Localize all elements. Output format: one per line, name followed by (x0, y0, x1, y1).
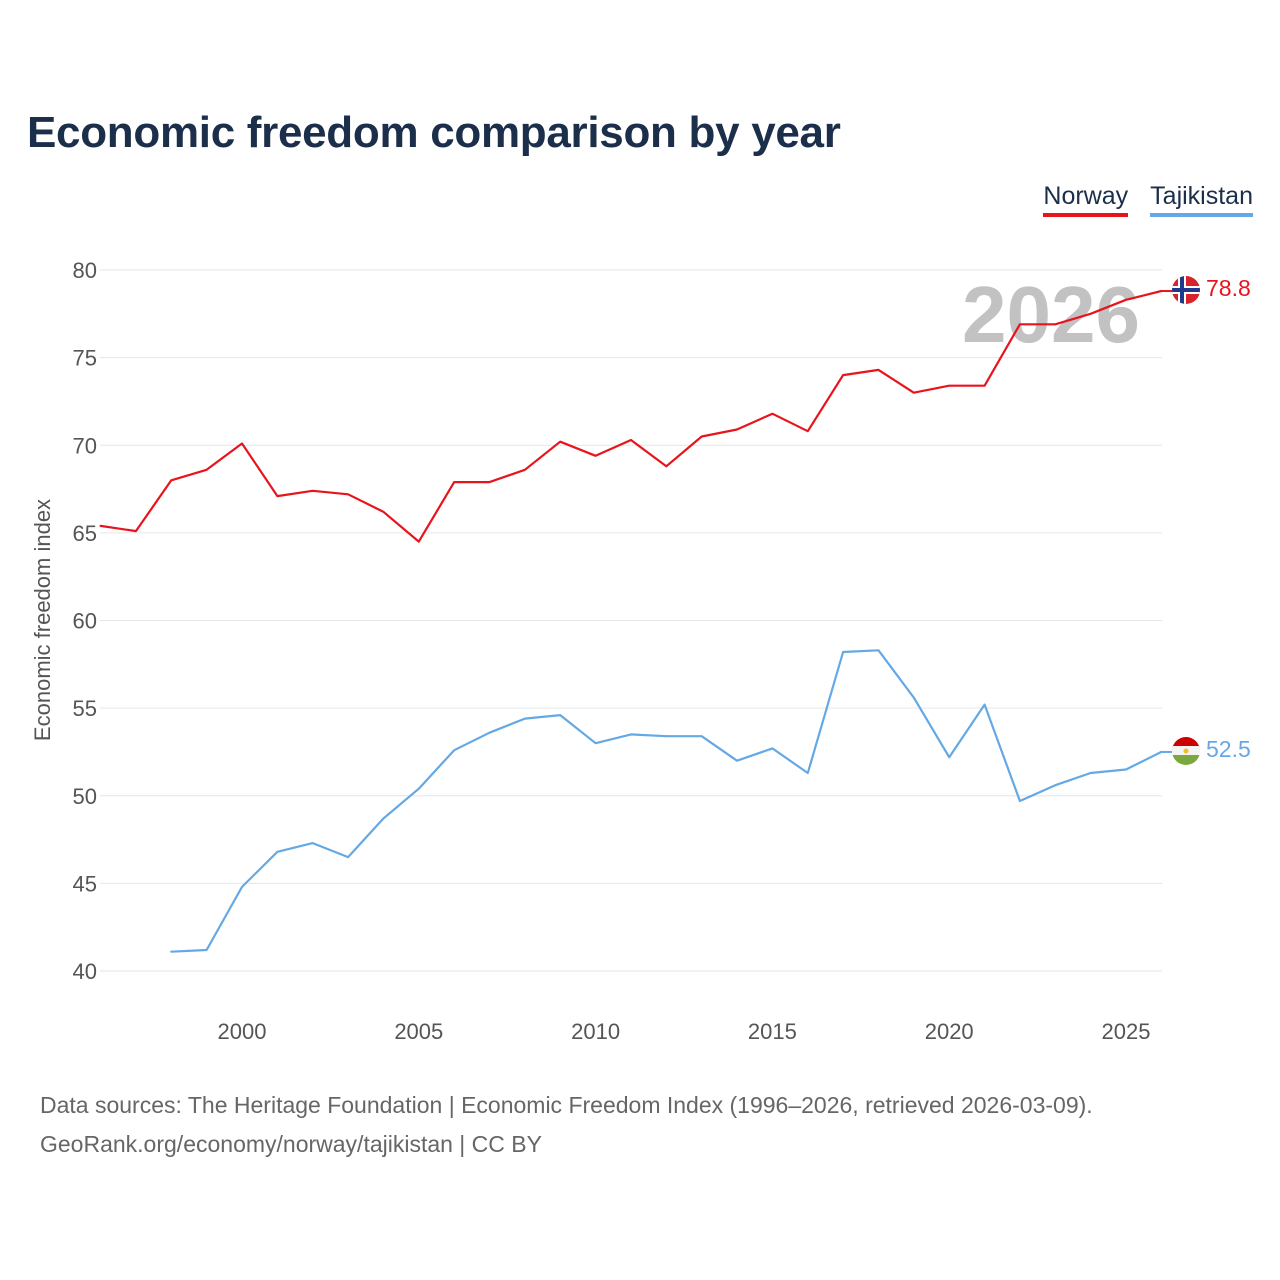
data-point-norway[interactable] (804, 427, 812, 435)
series-line-tajikistan[interactable] (170, 649, 1163, 953)
data-point-norway[interactable] (486, 478, 494, 486)
data-point-tajikistan[interactable] (768, 744, 776, 752)
data-point-tajikistan[interactable] (874, 646, 882, 654)
footer: Data sources: The Heritage Foundation | … (40, 1086, 1093, 1164)
grid-lines (100, 269, 1162, 972)
x-tick-label: 2010 (571, 1019, 620, 1044)
data-point-norway[interactable] (627, 436, 635, 444)
x-tick-label: 2020 (925, 1019, 974, 1044)
data-point-norway[interactable] (662, 462, 670, 470)
data-point-norway[interactable] (273, 492, 281, 500)
data-point-tajikistan[interactable] (309, 839, 317, 847)
data-point-norway[interactable] (167, 476, 175, 484)
data-point-tajikistan[interactable] (379, 815, 387, 823)
year-watermark: 2026 (962, 270, 1140, 359)
data-point-tajikistan[interactable] (1122, 765, 1130, 773)
data-point-tajikistan[interactable] (662, 732, 670, 740)
data-point-norway[interactable] (698, 432, 706, 440)
data-point-norway[interactable] (1051, 320, 1059, 328)
data-point-tajikistan[interactable] (203, 946, 211, 954)
data-point-tajikistan[interactable] (238, 883, 246, 891)
data-point-norway[interactable] (203, 466, 211, 474)
norway-end-label: 78.8 (1206, 275, 1251, 301)
data-point-tajikistan[interactable] (167, 948, 175, 956)
legend-item-norway[interactable]: Norway (1043, 182, 1129, 217)
x-tick-label: 2025 (1102, 1019, 1151, 1044)
data-point-norway[interactable] (768, 410, 776, 418)
data-point-tajikistan[interactable] (1016, 797, 1024, 805)
data-point-norway[interactable] (1087, 310, 1095, 318)
data-point-tajikistan[interactable] (556, 711, 564, 719)
data-point-tajikistan[interactable] (839, 648, 847, 656)
data-point-norway[interactable] (981, 382, 989, 390)
data-point-norway[interactable] (415, 538, 423, 546)
data-point-tajikistan[interactable] (415, 785, 423, 793)
y-tick-label: 45 (73, 871, 97, 896)
data-point-tajikistan[interactable] (450, 746, 458, 754)
legend: Norway Tajikistan (1043, 182, 1253, 217)
data-point-norway[interactable] (344, 490, 352, 498)
data-point-norway[interactable] (97, 522, 105, 530)
data-point-tajikistan[interactable] (627, 730, 635, 738)
y-tick-label: 70 (73, 433, 97, 458)
data-point-norway[interactable] (309, 487, 317, 495)
x-tick-label: 2005 (394, 1019, 443, 1044)
y-tick-label: 55 (73, 696, 97, 721)
data-point-tajikistan[interactable] (344, 853, 352, 861)
legend-item-tajikistan[interactable]: Tajikistan (1150, 182, 1253, 217)
y-axis-title: Economic freedom index (30, 499, 55, 741)
data-point-norway[interactable] (1016, 320, 1024, 328)
tajikistan-flag-icon (1172, 737, 1200, 765)
y-axis-ticks: 40 45 50 55 60 65 70 75 80 (73, 258, 97, 984)
data-point-tajikistan[interactable] (1087, 769, 1095, 777)
data-point-tajikistan[interactable] (486, 729, 494, 737)
data-point-tajikistan[interactable] (1051, 781, 1059, 789)
data-point-tajikistan[interactable] (910, 694, 918, 702)
y-tick-label: 65 (73, 521, 97, 546)
x-axis-ticks: 2000 2005 2010 2015 2020 2025 (218, 1019, 1151, 1044)
data-point-norway[interactable] (450, 478, 458, 486)
data-point-norway[interactable] (1122, 296, 1130, 304)
data-point-norway[interactable] (556, 438, 564, 446)
y-tick-label: 50 (73, 784, 97, 809)
data-point-tajikistan[interactable] (804, 769, 812, 777)
data-point-norway[interactable] (379, 508, 387, 516)
data-source-note: Data sources: The Heritage Foundation | … (40, 1092, 1093, 1118)
y-tick-label: 75 (73, 346, 97, 371)
data-point-tajikistan[interactable] (698, 732, 706, 740)
data-point-norway[interactable] (238, 439, 246, 447)
y-tick-label: 80 (73, 258, 97, 283)
y-tick-label: 40 (73, 959, 97, 984)
norway-flag-icon (1172, 276, 1200, 304)
chart-title: Economic freedom comparison by year (27, 108, 841, 157)
data-point-tajikistan[interactable] (945, 753, 953, 761)
data-point-norway[interactable] (839, 371, 847, 379)
x-tick-label: 2000 (218, 1019, 267, 1044)
data-point-tajikistan[interactable] (733, 757, 741, 765)
data-point-norway[interactable] (910, 389, 918, 397)
tajikistan-end-label: 52.5 (1206, 736, 1251, 762)
series-layer (97, 289, 1172, 956)
x-tick-label: 2015 (748, 1019, 797, 1044)
data-point-norway[interactable] (592, 452, 600, 460)
data-point-norway[interactable] (874, 366, 882, 374)
data-point-tajikistan[interactable] (592, 739, 600, 747)
data-point-norway[interactable] (945, 382, 953, 390)
y-tick-label: 60 (73, 609, 97, 634)
data-point-tajikistan[interactable] (521, 715, 529, 723)
data-point-norway[interactable] (733, 425, 741, 433)
credit-link[interactable]: GeoRank.org/economy/norway/tajikistan | … (40, 1131, 542, 1157)
data-point-norway[interactable] (521, 466, 529, 474)
data-point-tajikistan[interactable] (981, 701, 989, 709)
data-point-norway[interactable] (132, 527, 140, 535)
data-point-tajikistan[interactable] (273, 848, 281, 856)
series-line-norway[interactable] (99, 289, 1163, 543)
